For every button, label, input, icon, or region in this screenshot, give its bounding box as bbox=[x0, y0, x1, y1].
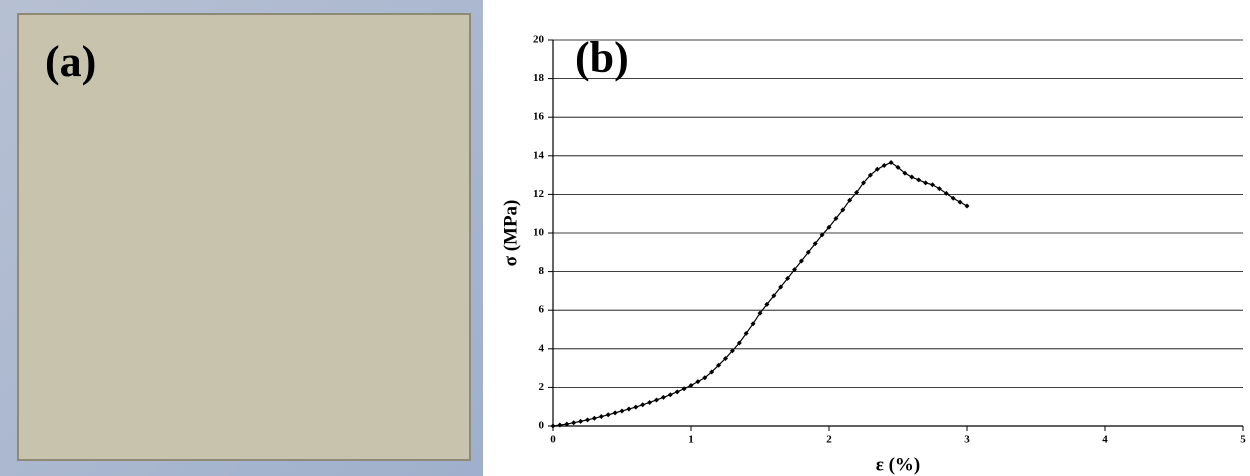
data-point bbox=[778, 284, 784, 290]
x-axis-label: ε (%) bbox=[876, 454, 921, 475]
data-point bbox=[888, 160, 894, 166]
data-point bbox=[647, 399, 653, 405]
data-point bbox=[936, 186, 942, 192]
data-point bbox=[792, 267, 797, 273]
data-point bbox=[695, 379, 701, 385]
data-point bbox=[930, 182, 935, 188]
data-point bbox=[723, 355, 728, 361]
data-point bbox=[785, 275, 791, 281]
y-tick-label: 10 bbox=[533, 227, 545, 239]
data-point bbox=[861, 180, 866, 186]
data-point bbox=[585, 417, 590, 423]
y-tick-label: 2 bbox=[539, 381, 545, 393]
data-point bbox=[854, 189, 860, 195]
data-point bbox=[826, 224, 832, 230]
data-point bbox=[557, 422, 563, 428]
data-point bbox=[950, 195, 956, 201]
data-point bbox=[626, 406, 632, 412]
data-line bbox=[552, 161, 968, 427]
data-point bbox=[957, 199, 963, 205]
data-point bbox=[909, 174, 915, 180]
y-tick-label: 20 bbox=[533, 34, 545, 46]
panel-label: (a) bbox=[45, 37, 96, 86]
data-point bbox=[654, 397, 659, 403]
data-point bbox=[943, 190, 949, 196]
data-point bbox=[564, 421, 570, 427]
x-tick-label: 4 bbox=[1102, 434, 1108, 446]
panel-label: (b) bbox=[575, 33, 629, 82]
data-point bbox=[743, 330, 749, 336]
data-point bbox=[750, 321, 756, 327]
data-point bbox=[688, 382, 694, 388]
y-tick-label: 12 bbox=[533, 188, 545, 200]
data-point bbox=[702, 375, 708, 381]
x-tick-label: 3 bbox=[964, 434, 970, 446]
data-point bbox=[840, 207, 846, 213]
data-point bbox=[771, 293, 777, 299]
data-point bbox=[819, 232, 825, 238]
data-point bbox=[847, 197, 853, 203]
data-point bbox=[902, 170, 908, 176]
data-point bbox=[605, 412, 611, 418]
data-point bbox=[798, 258, 804, 264]
data-point bbox=[660, 394, 666, 400]
data-point bbox=[833, 216, 839, 222]
data-point bbox=[881, 162, 887, 168]
data-point bbox=[916, 177, 922, 183]
y-tick-label: 16 bbox=[533, 111, 545, 123]
data-point bbox=[571, 420, 577, 426]
data-point bbox=[757, 310, 763, 316]
sample-photo bbox=[17, 13, 471, 461]
x-tick-label: 2 bbox=[826, 434, 832, 446]
y-tick-label: 4 bbox=[539, 342, 545, 354]
data-point bbox=[729, 348, 735, 354]
data-point bbox=[812, 241, 818, 247]
data-point bbox=[716, 362, 722, 368]
data-point bbox=[591, 415, 597, 421]
y-tick-label: 6 bbox=[539, 304, 545, 316]
data-point bbox=[895, 164, 901, 170]
data-point bbox=[578, 418, 584, 424]
data-point bbox=[736, 340, 742, 346]
y-axis-label: σ (MPa) bbox=[500, 200, 521, 267]
data-point bbox=[805, 249, 811, 255]
y-tick-label: 8 bbox=[539, 265, 545, 277]
x-tick-label: 0 bbox=[550, 434, 556, 446]
data-point bbox=[764, 301, 770, 307]
y-tick-label: 14 bbox=[533, 149, 545, 161]
data-point bbox=[598, 414, 604, 420]
data-point bbox=[709, 369, 715, 375]
data-point bbox=[633, 404, 639, 410]
x-tick-label: 5 bbox=[1240, 434, 1246, 446]
data-point bbox=[612, 410, 618, 416]
y-tick-label: 0 bbox=[539, 420, 545, 432]
data-point bbox=[667, 392, 673, 398]
data-point bbox=[681, 386, 687, 392]
data-point bbox=[550, 423, 556, 429]
data-point bbox=[619, 408, 625, 414]
y-tick-label: 18 bbox=[533, 72, 545, 84]
data-point bbox=[674, 389, 680, 395]
data-point bbox=[874, 166, 880, 172]
data-point bbox=[867, 172, 873, 178]
data-point bbox=[640, 402, 646, 408]
data-point bbox=[964, 203, 970, 209]
x-tick-label: 1 bbox=[688, 434, 694, 446]
data-point bbox=[923, 180, 929, 186]
